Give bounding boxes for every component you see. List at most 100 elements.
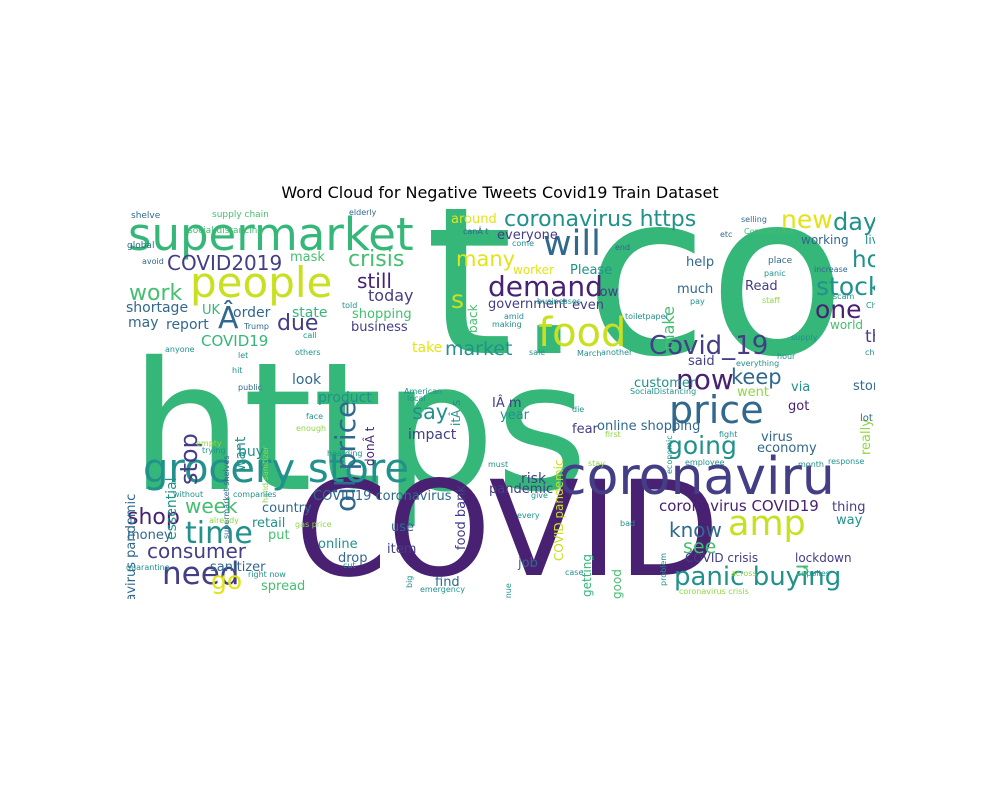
word-grocery-store: grocery store: [143, 446, 410, 492]
word-sanitizer: sanitizer: [210, 560, 266, 575]
word-cut: cut: [343, 561, 356, 570]
word-world: world: [830, 318, 864, 332]
word-give: give: [531, 491, 548, 500]
word-bad: bad: [620, 519, 636, 528]
word-impact: impact: [408, 427, 457, 443]
word-fear: fear: [572, 422, 598, 437]
word-order: order: [233, 305, 271, 321]
word-supply-chain: supply chain: [212, 210, 269, 220]
word-country: country: [262, 501, 312, 516]
word-making: making: [492, 320, 522, 329]
word-let: let: [238, 351, 249, 360]
word-big: big: [405, 575, 414, 588]
word-buy: buy: [238, 444, 265, 460]
word-economy: economy: [757, 441, 817, 456]
word-think: think: [865, 327, 875, 347]
word-today: today: [368, 286, 414, 305]
word-said: said: [688, 354, 715, 369]
word-end: end: [615, 243, 631, 252]
word-continue: continue: [504, 583, 513, 599]
word-gas-price: gas price: [295, 520, 332, 529]
word-social-distancing: social distancing: [188, 226, 264, 236]
word-companies: companies: [233, 490, 277, 499]
word-need: need: [162, 556, 240, 592]
word-trump: Trump: [244, 322, 269, 331]
word-across: across: [731, 569, 757, 578]
word-retail: retail: [252, 516, 286, 531]
word-trying: trying: [202, 446, 226, 455]
word-money: money: [127, 528, 172, 543]
word-risk: risk: [521, 471, 547, 487]
word-month: month: [798, 460, 824, 469]
word-shop: shop: [127, 505, 180, 530]
word-increase: increase: [814, 265, 848, 274]
word-food-bank: food bank: [454, 485, 469, 550]
word-supermarket-shelves: supermarket shelves: [222, 455, 231, 539]
word-others: others: [295, 348, 321, 357]
word-food: food: [538, 310, 627, 356]
word-many: many: [456, 247, 516, 271]
word-coronavirus-https: coronavirus https: [504, 209, 697, 232]
word-amid: amid: [504, 312, 524, 321]
word-say: say: [412, 400, 449, 424]
word-sale: sale: [529, 348, 546, 357]
word-see: see: [683, 536, 717, 558]
word-everyone: everyone: [497, 228, 558, 243]
word-supply: supply: [791, 333, 818, 342]
word-enough: enough: [296, 424, 327, 433]
word-consumer: consumer: [147, 539, 247, 563]
word-read: Read: [745, 279, 778, 294]
word-face: face: [306, 412, 324, 421]
word-coronaviru: coronaviru: [558, 447, 835, 507]
word-covid-crisis: COVID crisis: [685, 551, 759, 565]
word-quarantine: quarantine: [126, 563, 170, 572]
word-supermarket: supermarket: [128, 209, 414, 261]
word-cloud: t.co https COVID coronaviru supermarket peopl…: [125, 209, 875, 599]
word-call: call: [303, 331, 317, 340]
word-come: come: [512, 239, 535, 248]
word-business: business: [351, 320, 408, 335]
word-still: still: [357, 269, 392, 293]
word-case: case: [565, 568, 584, 577]
word-help: help: [686, 255, 715, 270]
word-s: s: [451, 285, 465, 314]
word-american: American: [404, 387, 443, 396]
word-please: Please: [570, 263, 613, 278]
word-die: die: [572, 405, 585, 414]
word-selling: selling: [741, 215, 767, 224]
word-store: store: [853, 379, 875, 394]
figure-title: Word Cloud for Negative Tweets Covid19 T…: [281, 183, 719, 202]
word-every: every: [517, 511, 540, 520]
word-know: know: [669, 518, 722, 542]
word-job: job: [518, 556, 538, 571]
word-hour: hour: [777, 352, 796, 361]
word-went: went: [737, 385, 769, 400]
word-virus: virus: [761, 430, 793, 445]
word-https: https: [130, 324, 589, 531]
word-home: home: [852, 247, 875, 273]
word-put: put: [268, 528, 290, 543]
word-amp: amp: [728, 504, 806, 544]
word-right-now: right now: [248, 570, 286, 579]
word-empty: empty: [196, 439, 222, 448]
word-will: will: [543, 224, 601, 264]
word-online-shopping: online shopping: [597, 419, 701, 434]
word-socialdistancing: SocialDistancing: [630, 387, 697, 396]
word-product: product: [318, 390, 372, 406]
word-lot: lot: [860, 413, 873, 424]
word-covid19: COVID19: [201, 332, 269, 350]
word-work: work: [129, 281, 183, 306]
word-businesses: businesses: [537, 297, 581, 306]
word-coronavirus-crisis: coronavirus crisis: [679, 587, 749, 596]
word-covid: COVID: [295, 453, 720, 599]
word-coronavirus-covid19: coronavirus COVID19: [659, 497, 819, 515]
word-use: use: [391, 520, 415, 535]
word-covid-pandemic: COVID pandemic: [552, 459, 566, 561]
word-panic-buying: panic buying: [674, 562, 842, 592]
word-covid-19: Covid_19: [649, 331, 769, 361]
word-state: state: [292, 305, 328, 321]
word-low: low: [596, 285, 619, 300]
word-price: price: [669, 388, 764, 432]
word-place: place: [768, 256, 793, 266]
word-everything: everything: [736, 359, 780, 368]
